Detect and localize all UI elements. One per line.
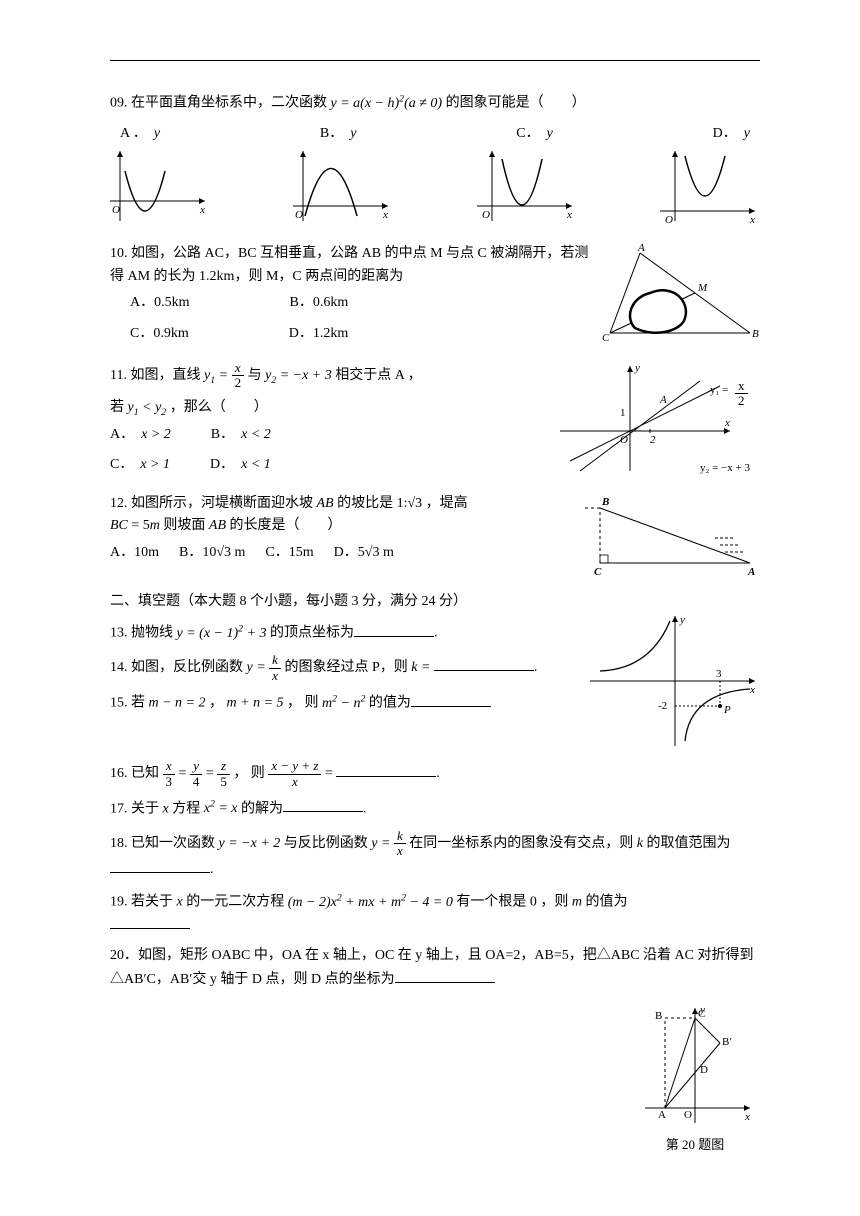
top-rule (110, 60, 760, 61)
q11-figure: O 2 1 A x y y₁ = x2 y₂ = −x + 3 (560, 361, 760, 481)
q20-caption: 第 20 题图 (630, 1135, 760, 1156)
svg-text:B: B (601, 496, 609, 508)
svg-text:x: x (566, 209, 572, 221)
q10-opt-d: D．1.2km (289, 323, 349, 345)
q09-graph-a: O x (110, 151, 210, 231)
svg-text:A: A (637, 243, 645, 254)
svg-text:O: O (295, 209, 303, 221)
q10-opt-c: C．0.9km (130, 323, 189, 345)
svg-text:O: O (684, 1109, 692, 1121)
q11-opt-c: C． x > 1 (110, 454, 170, 476)
svg-text:x: x (749, 214, 755, 226)
question-16: 16. 已知 x3 = y4 = z5 ， 则 x − y + zx = . (110, 759, 760, 789)
question-10: A B C M 10. 如图，公路 AC，BC 互相垂直，公路 AB 的中点 M… (110, 243, 760, 353)
q10-figure: A B C M (600, 243, 760, 343)
svg-text:B: B (752, 328, 759, 340)
question-11: O 2 1 A x y y₁ = x2 y₂ = −x + 3 11. 如图，直… (110, 361, 760, 485)
q10-options-2: C．0.9km D．1.2km (130, 323, 590, 345)
svg-text:B′: B′ (722, 1036, 732, 1048)
svg-text:x: x (749, 684, 755, 696)
question-17: 17. 关于 x 方程 x2 = x 的解为. (110, 797, 760, 821)
q10-opt-b: B．0.6km (290, 292, 349, 314)
svg-text:y₁ =: y₁ = (710, 384, 728, 396)
svg-text:x: x (724, 417, 730, 429)
svg-text:-2: -2 (658, 700, 667, 712)
svg-text:1: 1 (620, 407, 626, 419)
svg-text:y: y (699, 1004, 705, 1016)
question-18: 18. 已知一次函数 y = −x + 2 与反比例函数 y = kx 在同一坐… (110, 829, 760, 882)
svg-text:y₂ = −x + 3: y₂ = −x + 3 (700, 462, 750, 474)
svg-text:y: y (679, 614, 685, 626)
q09-label-b: B． y (320, 123, 357, 145)
svg-text:O: O (620, 434, 628, 446)
svg-text:y: y (634, 362, 640, 374)
q09-graph-c: O x (477, 151, 577, 231)
svg-text:B: B (655, 1010, 662, 1022)
q11-opt-d: D． x < 1 (210, 454, 271, 476)
q11-opt-b: B． x < 2 (211, 424, 271, 446)
svg-text:x: x (744, 1111, 750, 1123)
svg-text:3: 3 (716, 668, 722, 680)
svg-text:O: O (112, 204, 120, 216)
q12-opt-a: A．10m (110, 542, 159, 564)
svg-text:A: A (747, 566, 755, 578)
q11-options-1: A． x > 2 B． x < 2 (110, 424, 550, 446)
q11-options-2: C． x > 1 D． x < 1 (110, 454, 550, 476)
q20-figure: A O B C B′ D x y (630, 1003, 760, 1133)
svg-text:C: C (602, 332, 610, 343)
svg-text:P: P (723, 704, 731, 716)
q09-label-a: A ． y (120, 123, 160, 145)
q12-opt-d: D．5√3 m (334, 542, 394, 564)
q10-opt-a: A．0.5km (130, 292, 190, 314)
q12-opt-c: C．15m (265, 542, 313, 564)
q09-graph-d: O x (660, 151, 760, 231)
svg-text:x: x (199, 204, 205, 216)
question-12: B C A 12. 如图所示，河堤横断面迎水坡 AB 的坡比是 1:√3 ，堤高… (110, 493, 760, 583)
q10-options-1: A．0.5km B．0.6km (130, 292, 590, 314)
svg-text:2: 2 (650, 434, 656, 446)
question-19: 19. 若关于 x 的一元二次方程 (m − 2)x2 + mx + m2 − … (110, 890, 760, 937)
svg-text:D: D (700, 1064, 708, 1076)
svg-text:A: A (659, 394, 667, 406)
q09-text-pre: 09. 在平面直角坐标系中，二次函数 (110, 96, 331, 111)
svg-text:C: C (594, 566, 602, 578)
q12-figure: B C A (580, 493, 760, 583)
q12-opt-b: B．10√3 m (179, 542, 245, 564)
svg-text:O: O (482, 209, 490, 221)
question-09: 09. 在平面直角坐标系中，二次函数 y = a(x − h)2(a ≠ 0) … (110, 91, 760, 115)
q09-formula: y = a(x − h)2(a ≠ 0) (331, 96, 443, 111)
svg-text:A: A (658, 1109, 666, 1121)
section-2-title: 二、填空题（本大题 8 个小题，每小题 3 分，满分 24 分） (110, 591, 760, 613)
question-20: 20．如图，矩形 OABC 中，OA 在 x 轴上，OC 在 y 轴上，且 OA… (110, 945, 760, 991)
q09-labels: A ． y B． y C． y D． y (110, 123, 760, 145)
q09-label-c: C． y (516, 123, 553, 145)
svg-text:O: O (665, 214, 673, 226)
q11-opt-a: A． x > 2 (110, 424, 171, 446)
q09-graphs: O x O x O x O x (110, 151, 760, 231)
q20-figure-wrap: A O B C B′ D x y 第 20 题图 (110, 1003, 760, 1157)
svg-text:x: x (382, 209, 388, 221)
q09-graph-b: O x (293, 151, 393, 231)
q09-label-d: D． y (713, 123, 750, 145)
q14-figure: x y 3 -2 P (590, 611, 760, 751)
q12-options: A．10m B．10√3 m C．15m D．5√3 m (110, 542, 570, 564)
svg-text:M: M (697, 282, 708, 294)
q09-text-post: 的图象可能是（ ） (446, 96, 586, 111)
